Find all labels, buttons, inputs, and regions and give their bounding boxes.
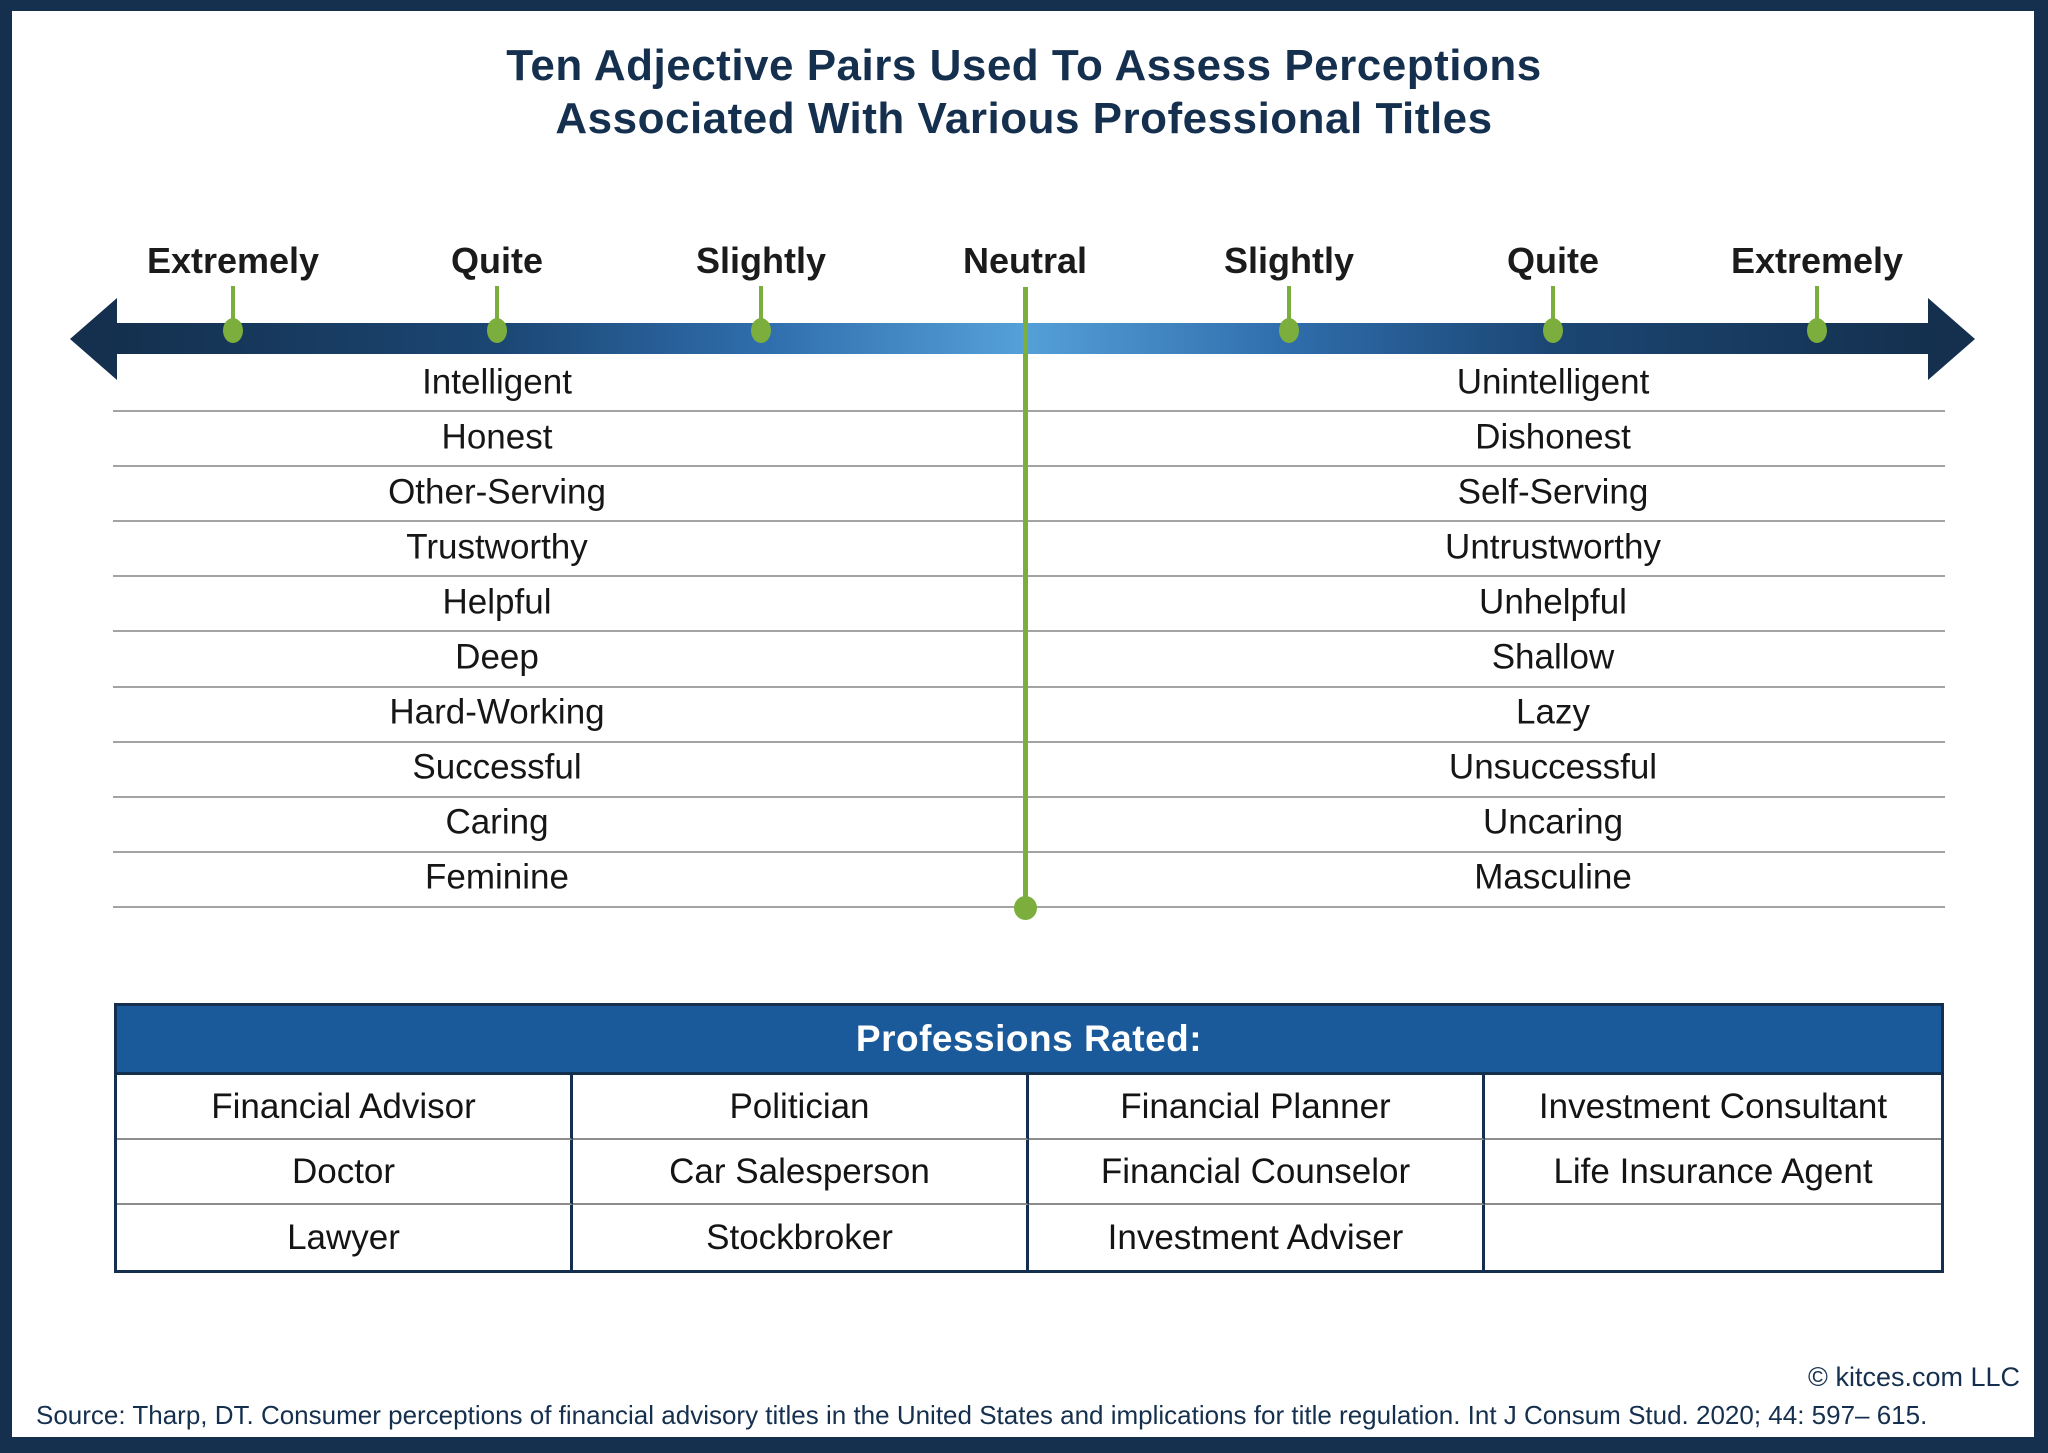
adjective-pair-row: Other-Serving Self-Serving: [113, 467, 1945, 523]
adjective-pair-row: Intelligent Unintelligent: [113, 357, 1945, 413]
scale-label-quite-1: Quite: [450, 240, 544, 281]
tick-dot: [1279, 318, 1299, 343]
adjective-left: Hard-Working: [389, 692, 605, 732]
adjective-left: Other-Serving: [388, 472, 606, 512]
scale-label-neutral-3: Neutral: [962, 240, 1088, 281]
tick-dot: [1543, 318, 1563, 343]
adjective-right: Lazy: [1516, 692, 1590, 732]
tick-dot: [487, 318, 507, 343]
profession-cell: Doctor: [117, 1140, 573, 1205]
arrow-right-icon: [1928, 298, 1975, 380]
adjective-left: Trustworthy: [406, 527, 588, 567]
adjective-right: Unintelligent: [1456, 361, 1650, 401]
adjective-pairs-list: Intelligent Unintelligent Honest Dishonest O…: [113, 357, 1945, 908]
adjective-right: Unsuccessful: [1448, 747, 1658, 787]
tick-stem: [495, 286, 499, 332]
adjective-left: Deep: [455, 637, 539, 677]
adjective-pair-row: Honest Dishonest: [113, 412, 1945, 468]
scale-label-slightly-4: Slightly: [1223, 240, 1355, 281]
adjective-pair-row: Helpful Unhelpful: [113, 577, 1945, 633]
profession-cell: Financial Counselor: [1029, 1140, 1485, 1205]
adjective-pair-row: Caring Uncaring: [113, 798, 1945, 853]
professions-table: Professions Rated: Financial Advisor Poli…: [114, 1003, 1944, 1273]
adjective-left: Caring: [445, 802, 549, 842]
source-citation: Source: Tharp, DT. Consumer perceptions …: [36, 1400, 1928, 1430]
copyright-notice: © kitces.com LLC: [1808, 1362, 2020, 1392]
scale-label-extremely-0: Extremely: [146, 240, 320, 281]
adjective-right: Masculine: [1474, 857, 1632, 897]
tick-dot: [751, 318, 771, 343]
professions-table-header: Professions Rated:: [117, 1006, 1941, 1075]
title-line-1: Ten Adjective Pairs Used To Assess Perce…: [506, 41, 1542, 90]
profession-cell: Lawyer: [117, 1205, 573, 1270]
adjective-right: Dishonest: [1475, 417, 1631, 457]
title-line-2: Associated With Various Professional Tit…: [555, 93, 1493, 143]
profession-cell: Financial Advisor: [117, 1075, 573, 1140]
adjective-left: Honest: [441, 417, 553, 457]
adjective-pair-row: Deep Shallow: [113, 632, 1945, 688]
adjective-pair-row: Trustworthy Untrustworthy: [113, 522, 1945, 578]
arrow-left-icon: [70, 298, 117, 380]
neutral-axis-line: [1022, 287, 1028, 908]
profession-cell: Politician: [573, 1075, 1029, 1140]
profession-cell: [1485, 1205, 1941, 1270]
profession-cell: Life Insurance Agent: [1485, 1140, 1941, 1205]
adjective-left: Helpful: [442, 582, 552, 622]
adjective-pair-row: Successful Unsuccessful: [113, 743, 1945, 798]
tick-stem: [1287, 286, 1291, 332]
adjective-right: Uncaring: [1482, 802, 1624, 842]
adjective-pair-row: Hard-Working Lazy: [113, 688, 1945, 743]
tick-stem: [1815, 286, 1819, 332]
profession-cell: Investment Adviser: [1029, 1205, 1485, 1270]
tick-stem: [759, 286, 763, 332]
profession-cell: Financial Planner: [1029, 1075, 1485, 1140]
tick-dot: [1807, 318, 1827, 343]
scale-label-extremely-6: Extremely: [1730, 240, 1904, 281]
scale-label-slightly-2: Slightly: [695, 240, 827, 281]
neutral-end-dot: [1013, 896, 1037, 920]
tick-dot: [223, 318, 243, 343]
adjective-right: Unhelpful: [1479, 582, 1627, 622]
profession-cell: Stockbroker: [573, 1205, 1029, 1270]
scale-label-quite-5: Quite: [1506, 240, 1600, 281]
adjective-right: Self-Serving: [1457, 472, 1649, 512]
tick-stem: [231, 286, 235, 332]
adjective-right: Shallow: [1491, 637, 1615, 677]
adjective-right: Untrustworthy: [1445, 527, 1661, 567]
profession-cell: Car Salesperson: [573, 1140, 1029, 1205]
profession-cell: Investment Consultant: [1485, 1075, 1941, 1140]
adjective-left: Successful: [412, 747, 582, 787]
page-title: Ten Adjective Pairs Used To Assess Perce…: [0, 40, 2048, 146]
adjective-left: Intelligent: [422, 361, 572, 401]
tick-stem: [1551, 286, 1555, 332]
professions-grid: Financial Advisor Politician Financial Pla…: [117, 1075, 1941, 1270]
adjective-left: Feminine: [425, 857, 569, 897]
